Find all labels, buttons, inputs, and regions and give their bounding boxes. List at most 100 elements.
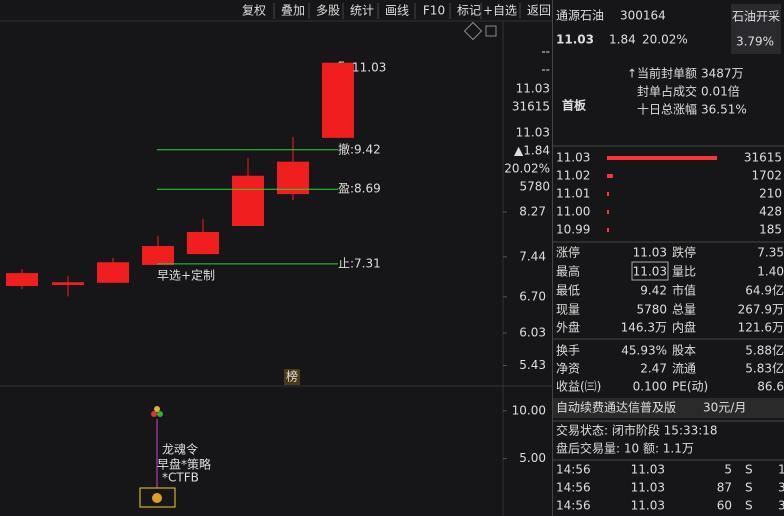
ob-price: 11.03 bbox=[556, 151, 590, 165]
trade-cell: S bbox=[745, 463, 753, 477]
stat-label: 总量 bbox=[672, 303, 696, 317]
money-icon bbox=[152, 493, 162, 503]
axis-label: -- bbox=[541, 45, 550, 59]
signal-text: *CTFB bbox=[162, 471, 199, 485]
board: 首板 bbox=[562, 98, 587, 113]
axis-label: 11.03 bbox=[516, 82, 550, 96]
trade-cell: 14:56 bbox=[556, 463, 591, 477]
toolbar-button[interactable]: 叠加 bbox=[281, 4, 305, 18]
toolbar-button[interactable]: 画线 bbox=[385, 4, 409, 18]
toolbar-button[interactable]: 返回 bbox=[527, 4, 551, 18]
ob-bar bbox=[607, 210, 609, 214]
promo-price: 30元/月 bbox=[703, 401, 746, 415]
axis-label: 20.02% bbox=[504, 162, 550, 176]
info-value: 36.51% bbox=[701, 103, 747, 117]
trade-cell: 14:56 bbox=[556, 481, 591, 495]
candle-body bbox=[6, 273, 38, 287]
stat-value: 9.42 bbox=[640, 284, 667, 298]
info-value: 3487万 bbox=[701, 67, 744, 81]
stat-label: 内盘 bbox=[672, 320, 696, 335]
ob-price: 11.01 bbox=[556, 187, 590, 201]
level-label: 撤:9.42 bbox=[338, 141, 381, 156]
ob-price: 10.99 bbox=[556, 223, 590, 237]
stat-label: 最高 bbox=[556, 264, 580, 279]
sector-pct: 3.79% bbox=[736, 35, 774, 49]
stat-label: PE(动) bbox=[672, 380, 708, 394]
ob-volume: 210 bbox=[759, 187, 782, 201]
y-tick-label: 5.43 bbox=[519, 358, 546, 372]
candle-body bbox=[277, 161, 309, 195]
annotation: 早选+定制 bbox=[157, 268, 215, 283]
stat-value: 2.47 bbox=[640, 362, 667, 376]
ob-volume: 185 bbox=[759, 223, 782, 237]
signal-box bbox=[139, 487, 176, 508]
stat-value: 64.9亿 bbox=[745, 283, 784, 298]
stat-label: 换手 bbox=[556, 344, 580, 358]
ob-bar bbox=[607, 174, 613, 178]
badge: 榜 bbox=[286, 369, 298, 384]
stat-label: 流通 bbox=[672, 362, 696, 376]
stat-label: 收益(㈢) bbox=[556, 380, 601, 394]
trade-cell: 5 bbox=[724, 463, 732, 477]
axis-label: 11.03 bbox=[516, 126, 550, 140]
y-tick-label: 6.03 bbox=[519, 326, 546, 340]
axis-label: 31615 bbox=[512, 100, 550, 114]
toolbar-button[interactable]: 统计 bbox=[350, 4, 374, 18]
axis-label: ▲1.84 bbox=[514, 144, 550, 158]
toolbar-button[interactable]: 复权 bbox=[242, 4, 266, 18]
stat-value: 7.35 bbox=[757, 246, 784, 260]
trade-cell: S bbox=[745, 499, 753, 513]
stat-value: 11.03 bbox=[633, 265, 667, 279]
ob-price: 11.00 bbox=[556, 205, 590, 219]
stat-value: 1.40 bbox=[757, 265, 784, 279]
stock-code: 300164 bbox=[620, 9, 666, 23]
toolbar-button[interactable]: F10 bbox=[423, 4, 445, 18]
stat-value: 11.03 bbox=[633, 246, 667, 260]
diamond-icon[interactable] bbox=[463, 21, 483, 41]
info-label: ↑当前封单额 bbox=[627, 66, 697, 81]
toolbar-button[interactable]: +自选 bbox=[483, 4, 517, 18]
y-tick-label: 8.27 bbox=[519, 204, 546, 218]
promo-bar bbox=[553, 398, 784, 418]
toolbar-button[interactable]: 标记 bbox=[457, 4, 481, 18]
trade-cell: 11.03 bbox=[631, 463, 665, 477]
stat-label: 最低 bbox=[556, 284, 580, 298]
trade-cell: 11.03 bbox=[631, 499, 665, 513]
ob-volume: 1702 bbox=[751, 169, 782, 183]
stat-label: 跌停 bbox=[672, 245, 696, 260]
stat-value: 267.9万 bbox=[738, 303, 784, 317]
candle-body bbox=[232, 175, 264, 227]
signal-dot bbox=[157, 411, 163, 417]
stat-label: 现量 bbox=[556, 303, 580, 317]
status: 盘后交易量: 10 额: 1.1万 bbox=[556, 441, 694, 456]
stat-label: 量比 bbox=[672, 265, 696, 279]
trade-cell: 60 bbox=[717, 499, 732, 513]
signal-text: 早盘*策略 bbox=[157, 457, 211, 472]
stat-label: 外盘 bbox=[556, 320, 580, 335]
status: 交易状态: 闭市阶段 15:33:18 bbox=[556, 423, 718, 438]
signal-dot bbox=[154, 406, 160, 412]
axis-label: -- bbox=[541, 63, 550, 77]
ob-bar bbox=[607, 192, 609, 196]
signal-dot bbox=[151, 411, 157, 417]
info-label: 封单占成交 bbox=[637, 84, 697, 99]
stat-label: 市值 bbox=[672, 283, 696, 298]
level-label: 盈:8.69 bbox=[338, 182, 381, 196]
stat-value: 5.83亿 bbox=[745, 361, 784, 376]
candle-body bbox=[142, 246, 174, 265]
stat-value: 121.6万 bbox=[738, 321, 784, 335]
candle-body bbox=[52, 282, 84, 285]
stat-value: 146.3万 bbox=[621, 321, 667, 335]
change-pct: 20.02% bbox=[642, 33, 688, 47]
stat-value: 0.100 bbox=[633, 380, 667, 394]
candle-body bbox=[97, 262, 129, 283]
window-icon[interactable] bbox=[485, 25, 497, 37]
toolbar-button[interactable]: 多股 bbox=[316, 4, 340, 18]
info-label: 十日总涨幅 bbox=[637, 102, 697, 117]
ob-volume: 31615 bbox=[744, 151, 782, 165]
trade-cell: 1 bbox=[778, 463, 784, 477]
info-value: 0.01倍 bbox=[701, 84, 740, 99]
stat-label: 净资 bbox=[556, 362, 580, 376]
